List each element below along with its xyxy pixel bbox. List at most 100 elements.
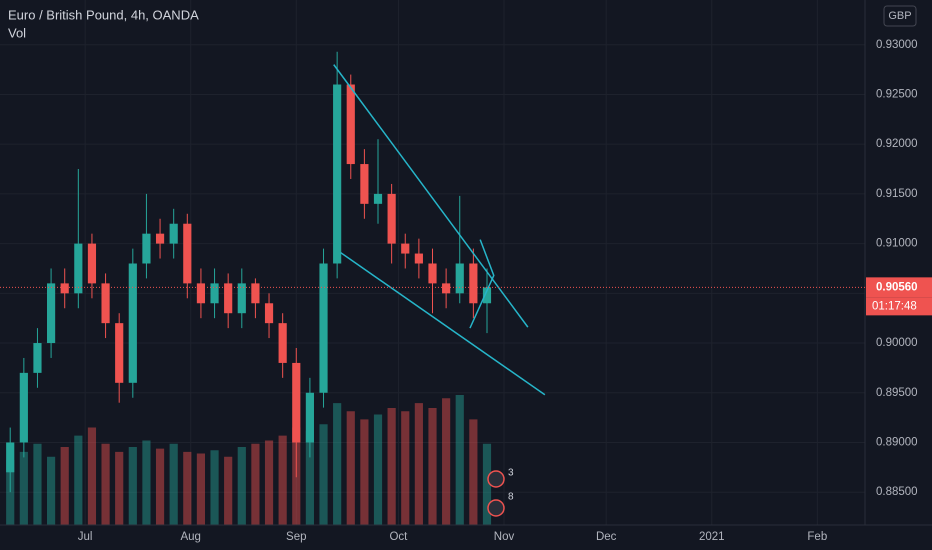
- volume-bar: [251, 443, 260, 525]
- volume-label: Vol: [8, 25, 26, 40]
- candle-body: [6, 442, 15, 473]
- volume-bar: [142, 440, 151, 525]
- event-flag[interactable]: [487, 470, 505, 488]
- volume-bar: [128, 447, 137, 525]
- candle-body: [387, 193, 396, 244]
- y-tick-label: 0.91500: [876, 188, 918, 200]
- chart-title: Euro / British Pound, 4h, OANDA: [8, 7, 199, 22]
- candle-body: [401, 243, 410, 254]
- volume-bar: [346, 411, 355, 525]
- volume-bar: [74, 435, 83, 525]
- x-tick-label: Oct: [389, 531, 408, 543]
- trend-line: [469, 239, 495, 329]
- countdown-label: 01:17:48: [872, 300, 917, 312]
- candle-body: [482, 287, 492, 304]
- candle-body: [292, 362, 301, 443]
- candle-body: [169, 223, 178, 244]
- event-count: 8: [508, 492, 514, 503]
- volume-bar: [401, 411, 410, 525]
- currency[interactable]: GBP: [888, 10, 911, 22]
- event-flag[interactable]: [487, 499, 505, 517]
- x-tick-label: 2021: [699, 531, 725, 543]
- volume-bar: [264, 440, 274, 525]
- y-tick-label: 0.90000: [876, 337, 918, 349]
- candle-body: [155, 233, 165, 244]
- candle-body: [19, 372, 28, 443]
- volume-bar: [6, 460, 15, 525]
- volume-bar: [101, 443, 110, 525]
- candle-body: [74, 243, 83, 294]
- x-tick-label: Dec: [596, 531, 617, 543]
- candle-body: [414, 253, 423, 264]
- candle-body: [373, 193, 383, 204]
- volume-bar: [210, 450, 219, 525]
- candles: [6, 51, 492, 493]
- event-count: 3: [508, 468, 514, 479]
- candle-body: [264, 303, 274, 324]
- volume-bar: [333, 403, 342, 525]
- volume-bar: [373, 414, 383, 525]
- x-tick-label: Aug: [180, 531, 200, 543]
- x-tick-label: Nov: [494, 531, 515, 543]
- candle-body: [224, 283, 233, 314]
- candle-body: [196, 283, 206, 304]
- trend-line: [340, 251, 546, 396]
- candle-body: [60, 283, 69, 294]
- event-icon[interactable]: 3: [487, 468, 514, 488]
- volume-bar: [237, 447, 246, 525]
- volume-bar: [278, 435, 287, 525]
- candle-body: [360, 164, 369, 204]
- candle-body: [346, 84, 355, 165]
- trend-line: [333, 64, 529, 328]
- candle-body: [428, 263, 437, 284]
- volume-bar: [414, 403, 423, 525]
- candle-body: [46, 283, 56, 344]
- y-tick-label: 0.93000: [876, 39, 918, 51]
- volume-bar: [442, 398, 451, 525]
- candle-body: [128, 263, 137, 383]
- candle-body: [237, 283, 246, 314]
- y-tick-label: 0.92500: [876, 88, 918, 100]
- candle-body: [305, 392, 314, 443]
- candle-body: [442, 283, 451, 294]
- volume-bar: [155, 448, 165, 525]
- candle-body: [278, 323, 287, 363]
- volume-bar: [224, 456, 233, 525]
- volume-bar: [319, 424, 328, 525]
- y-tick-label: 0.89000: [876, 437, 918, 449]
- candle-body: [210, 283, 219, 304]
- volume-bar: [305, 430, 314, 525]
- x-tick-label: Sep: [286, 531, 306, 543]
- candle-body: [183, 223, 192, 284]
- y-tick-label: 0.91000: [876, 238, 918, 250]
- candle-body: [319, 263, 328, 393]
- candle-body: [87, 243, 97, 284]
- x-tick-label: Feb: [807, 531, 827, 543]
- x-tick-label: Jul: [78, 531, 93, 543]
- candle-body: [251, 283, 260, 304]
- volume-bar: [33, 443, 42, 525]
- drawings: [333, 64, 546, 396]
- volume-bar: [360, 419, 369, 525]
- event-icon[interactable]: 8: [487, 492, 514, 517]
- currency-box[interactable]: [883, 5, 917, 27]
- volume-bar: [469, 419, 478, 525]
- volume-bar: [46, 456, 56, 525]
- volume-bar: [60, 447, 69, 525]
- volume-bar: [482, 443, 492, 525]
- countdown-box: [866, 297, 932, 316]
- y-tick-label: 0.89500: [876, 387, 918, 399]
- candle-body: [33, 343, 42, 373]
- volume-bar: [169, 443, 178, 525]
- candle-body: [101, 283, 110, 324]
- volume-bar: [428, 408, 437, 525]
- volume-bar: [196, 453, 206, 525]
- axes: 0.885000.890000.895000.900000.905000.910…: [0, 39, 932, 543]
- volume-bar: [183, 451, 192, 525]
- y-tick-label: 0.92000: [876, 138, 918, 150]
- last-price-box: [866, 277, 932, 298]
- candle-body: [469, 263, 478, 304]
